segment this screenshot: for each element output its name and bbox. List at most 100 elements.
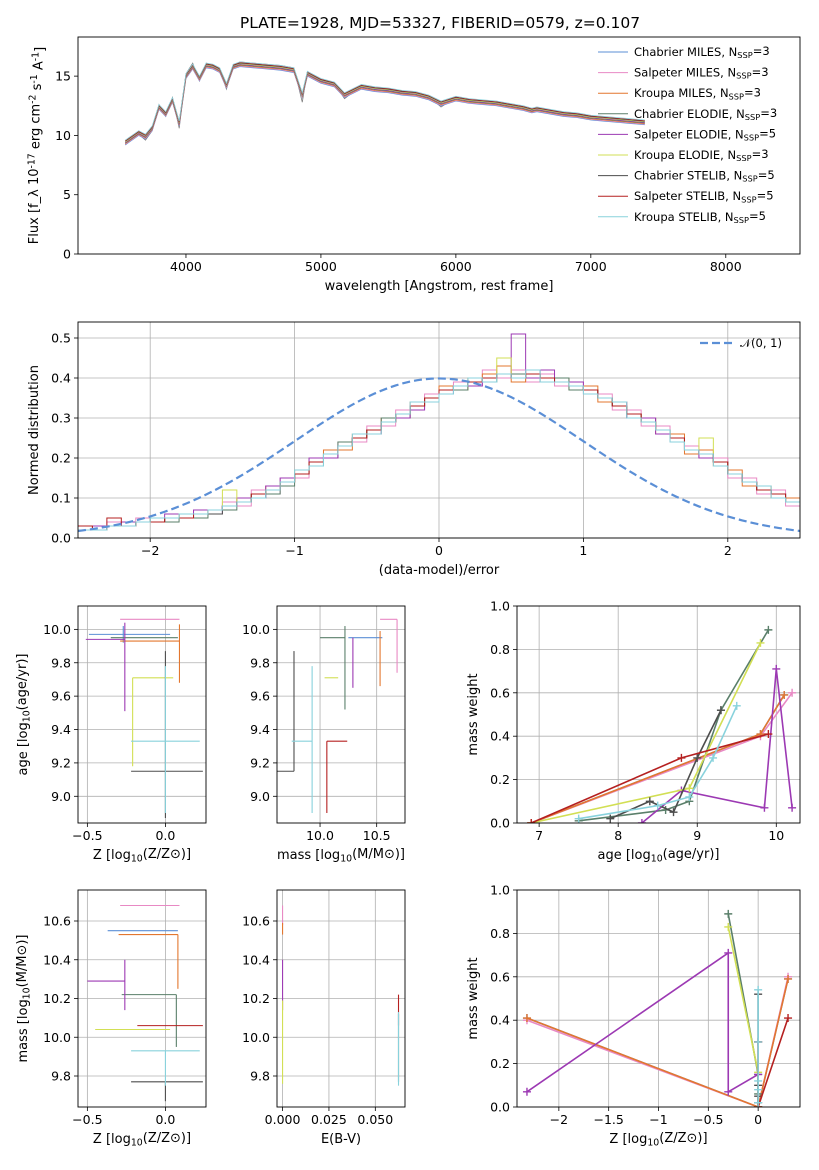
y-tick-label: 0.8	[490, 642, 510, 657]
plus-marker	[724, 1087, 733, 1096]
x-tick-label: 0.000	[265, 1112, 301, 1127]
y-tick-label: 10.0	[242, 1030, 270, 1045]
y-tick-label: 0.2	[490, 772, 510, 787]
plus-marker	[637, 819, 646, 823]
x-tick-label: 4000	[170, 259, 202, 274]
x-tick-label: 0.050	[357, 1112, 393, 1127]
x-tick-label: 10.5	[363, 828, 391, 843]
y-tick-label: 0.4	[51, 371, 71, 386]
weight-series-7	[757, 1017, 789, 1107]
plus-marker	[764, 730, 773, 739]
y-tick-label: 10.2	[242, 991, 270, 1006]
x-tick-label: 7000	[575, 259, 607, 274]
residuals-plot-area	[78, 333, 800, 533]
plus-marker	[780, 690, 789, 699]
figure-title: PLATE=1928, MJD=53327, FIBERID=0579, z=0…	[240, 14, 640, 32]
y-tick-label: 0	[63, 247, 71, 262]
plus-marker	[754, 1037, 763, 1046]
normal-distribution-curve	[78, 377, 800, 533]
x-tick-label: 0.0	[155, 1112, 175, 1127]
age_vs_Z-y-axis-label: age [log10​(age/yr)]	[15, 654, 32, 776]
y-tick-label: 9.6	[51, 689, 71, 704]
weight-series-1	[530, 692, 793, 823]
plus-marker	[685, 784, 694, 793]
y-tick-label: 0.2	[51, 451, 71, 466]
plus-marker	[784, 1014, 793, 1023]
weight_vs_Z-grid	[517, 889, 800, 1108]
mass_vs_Z-x-axis-label: Z [log10​(Z/Z⊙)]	[93, 1131, 191, 1148]
histogram-series-8	[78, 369, 800, 531]
mass_vs_Z-grid	[78, 890, 206, 1107]
plus-marker	[527, 819, 536, 823]
model-spectrum-6	[125, 62, 645, 142]
weight_vs_age-y-axis-label: mass weight	[466, 673, 481, 755]
weight_vs_Z-y-axis-label: mass weight	[466, 957, 481, 1039]
plus-marker	[522, 1014, 531, 1023]
plus-marker	[522, 1087, 531, 1096]
legend-entry: Kroupa STELIB, NSSP​=5	[634, 209, 766, 225]
mass_vs_Z-y-axis-label: mass [log10​(M/M⊙)]	[15, 934, 32, 1062]
y-tick-label: 0.4	[490, 1013, 510, 1028]
mass_vs_ebv-panel: 0.000 0.025 0.050 9.8 10.0 10.2 10.4 10.6 E(B-V)	[242, 889, 406, 1147]
age_vs_mass-grid	[277, 606, 405, 823]
y-tick-label: 0.6	[490, 685, 510, 700]
histogram-series-5	[78, 357, 800, 531]
y-tick-label: 0.4	[490, 729, 510, 744]
plus-marker	[732, 701, 741, 710]
plus-marker	[693, 753, 702, 762]
plus-marker	[724, 922, 733, 931]
y-tick-label: 9.6	[250, 689, 270, 704]
weight_vs_age-plot-area	[527, 625, 797, 823]
y-tick-label: 0.3	[51, 411, 71, 426]
x-tick-label: 7	[535, 828, 543, 843]
age_vs_mass-frame	[276, 605, 406, 824]
y-tick-label: 9.8	[250, 655, 270, 670]
x-tick-label: 0	[435, 543, 443, 558]
weight-series-4	[641, 668, 793, 823]
histogram-series-3	[78, 373, 800, 531]
x-tick-label: −1	[285, 543, 303, 558]
x-tick-label: −2	[550, 1112, 568, 1127]
weight_vs_Z-x-axis-label: Z [log10​(Z/Z⊙)]	[609, 1131, 707, 1148]
mass_vs_ebv-x-axis-label: E(B-V)	[321, 1132, 361, 1147]
y-tick-label: 10.6	[43, 914, 71, 929]
weight_vs_Z-plot-area	[522, 909, 793, 1107]
mass_vs_Z-panel: −0.5 0.0 9.8 10.0 10.2 10.4 10.6 Z [log10​(Z/Z⊙…	[15, 889, 207, 1148]
residuals-x-axis-label: (data-model)/error	[379, 563, 500, 578]
plus-marker	[788, 803, 797, 812]
x-tick-label: −0.5	[693, 1112, 723, 1127]
plus-marker	[764, 625, 773, 634]
spectrum-plot-area	[124, 61, 645, 146]
y-tick-label: 1.0	[490, 883, 510, 898]
legend-entry: 𝒩(0, 1)	[740, 336, 782, 350]
plus-marker	[669, 808, 678, 817]
model-spectrum-5	[125, 63, 645, 143]
y-tick-label: 1.0	[490, 599, 510, 614]
model-spectrum-2	[125, 65, 645, 145]
plus-marker	[724, 909, 733, 918]
weight-series-5	[531, 642, 762, 823]
residuals-panel: −2 −1 0 1 2 0.0 0.1 0.2 0.3 0.4 0.5 (data-model)/er…	[27, 321, 801, 578]
weight_vs_age-frame	[516, 605, 801, 824]
age_vs_mass-plot-area	[277, 618, 398, 813]
plus-marker	[716, 706, 725, 715]
age_vs_mass-panel: 10.0 10.5 9.0 9.2 9.4 9.6 9.8 10.0 mass [log10​(…	[242, 605, 406, 864]
model-spectrum-4	[125, 63, 645, 143]
weight-series-1	[526, 976, 789, 1107]
y-tick-label: 10.6	[242, 914, 270, 929]
y-tick-label: 9.0	[250, 789, 270, 804]
x-tick-label: 0	[754, 1112, 762, 1127]
spectrum-x-axis-label: wavelength [Angstrom, rest frame]	[325, 279, 554, 294]
age_vs_Z-panel: −0.5 0.0 9.0 9.2 9.4 9.6 9.8 10.0 Z [log10​(Z/Z⊙…	[15, 605, 207, 864]
plus-marker	[606, 814, 615, 823]
weight_vs_Z-panel: −2 −1.5 −1 −0.5 0 0.0 0.2 0.4 0.6 0.8 1.0 Z [log10​…	[466, 883, 801, 1148]
legend-entry: Salpeter STELIB, NSSP​=5	[634, 188, 774, 204]
y-tick-label: 0.2	[490, 1056, 510, 1071]
x-tick-label: 8000	[710, 259, 742, 274]
y-tick-label: 9.8	[250, 1069, 270, 1084]
weight-series-4	[526, 951, 759, 1094]
weight_vs_age-grid	[517, 605, 800, 824]
weight-series-0	[526, 978, 789, 1107]
x-tick-label: 0.0	[155, 828, 175, 843]
